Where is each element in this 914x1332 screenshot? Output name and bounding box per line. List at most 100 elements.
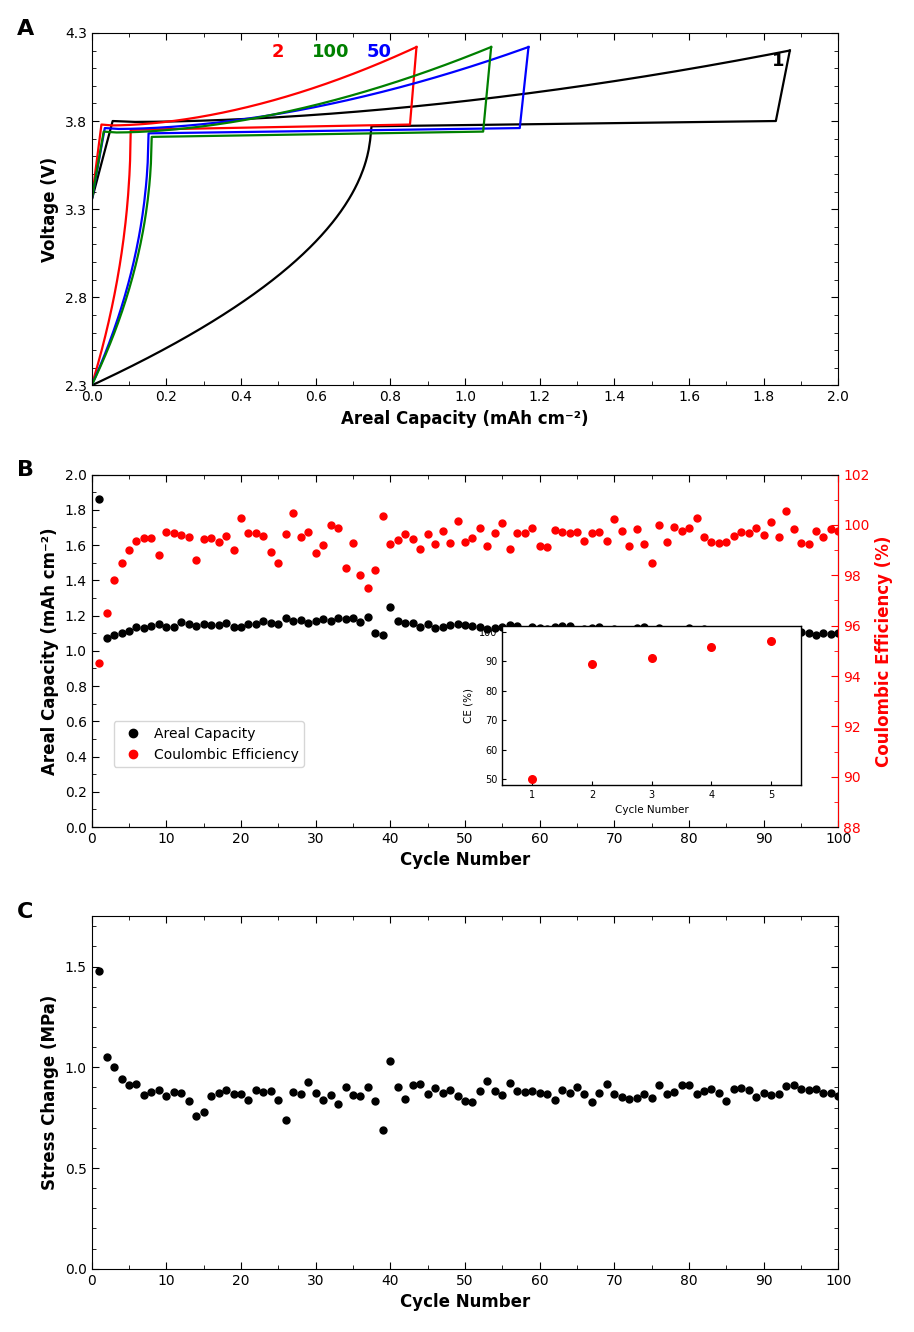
Point xyxy=(353,1086,367,1107)
Point xyxy=(749,622,763,643)
Point xyxy=(428,1078,442,1099)
Point xyxy=(442,614,457,635)
Point xyxy=(592,1083,607,1104)
Point xyxy=(719,621,734,642)
Point xyxy=(442,533,457,554)
Point xyxy=(532,535,547,557)
Point xyxy=(308,610,323,631)
Point xyxy=(652,514,666,535)
Point xyxy=(413,538,428,559)
Point xyxy=(345,1084,360,1106)
Point xyxy=(331,607,345,629)
Point xyxy=(166,522,181,543)
Point xyxy=(540,1083,555,1104)
Point xyxy=(585,617,600,638)
Point xyxy=(451,1086,465,1107)
Point xyxy=(241,523,256,545)
Point xyxy=(129,1074,143,1095)
Point xyxy=(734,621,749,642)
Point xyxy=(622,535,637,557)
Point xyxy=(361,606,376,627)
Point xyxy=(727,622,741,643)
Point xyxy=(600,530,614,551)
Point xyxy=(607,1084,622,1106)
Point xyxy=(234,1083,249,1104)
Point xyxy=(189,615,204,637)
Point xyxy=(458,614,473,635)
Point xyxy=(600,619,614,641)
Point xyxy=(562,522,577,543)
Point xyxy=(793,1079,808,1100)
Point xyxy=(390,529,405,550)
Point xyxy=(451,510,465,531)
Point xyxy=(122,621,136,642)
Point xyxy=(757,622,771,643)
Point xyxy=(495,1084,510,1106)
Point xyxy=(361,577,376,598)
Y-axis label: Voltage (V): Voltage (V) xyxy=(41,157,59,261)
Text: 2: 2 xyxy=(272,43,284,61)
Point xyxy=(659,1083,674,1104)
Point xyxy=(562,1083,577,1104)
Point xyxy=(368,1090,383,1111)
Point xyxy=(771,526,786,547)
Point xyxy=(592,522,607,543)
Text: C: C xyxy=(17,902,34,922)
Point xyxy=(263,613,278,634)
Point xyxy=(263,541,278,562)
Point xyxy=(682,517,696,538)
Point xyxy=(353,565,367,586)
Point xyxy=(152,613,166,634)
Point xyxy=(316,609,331,630)
Point xyxy=(585,1091,600,1112)
Point xyxy=(428,534,442,555)
Point xyxy=(487,522,502,543)
Point xyxy=(517,522,532,543)
Point xyxy=(218,613,233,634)
Point xyxy=(308,1082,323,1103)
Point xyxy=(696,1080,711,1102)
Point xyxy=(652,618,666,639)
Point xyxy=(383,597,398,618)
Point xyxy=(114,1068,129,1090)
X-axis label: Areal Capacity (mAh cm⁻²): Areal Capacity (mAh cm⁻²) xyxy=(341,410,589,428)
Point xyxy=(129,617,143,638)
Point xyxy=(166,1082,181,1103)
Point xyxy=(144,527,159,549)
Point xyxy=(675,521,689,542)
Point xyxy=(547,519,562,541)
Point xyxy=(136,1084,151,1106)
Point xyxy=(271,614,286,635)
Point xyxy=(577,1084,591,1106)
Point xyxy=(174,525,188,546)
Point xyxy=(316,534,331,555)
Point xyxy=(510,522,525,543)
Point xyxy=(816,1082,831,1103)
Point xyxy=(675,619,689,641)
Point xyxy=(614,521,629,542)
Point xyxy=(719,531,734,553)
Point xyxy=(779,623,793,645)
Point xyxy=(727,1079,741,1100)
Point xyxy=(331,518,345,539)
Point xyxy=(540,618,555,639)
Point xyxy=(831,622,845,643)
Point xyxy=(324,610,338,631)
Point xyxy=(577,618,591,639)
Point xyxy=(809,625,824,646)
Point xyxy=(704,531,718,553)
Point xyxy=(286,1082,301,1103)
Point xyxy=(107,1056,122,1078)
Point xyxy=(555,1079,569,1100)
Point xyxy=(91,960,106,982)
Point xyxy=(241,613,256,634)
Point xyxy=(107,570,122,591)
Point xyxy=(734,1078,749,1099)
Point xyxy=(547,615,562,637)
Point xyxy=(644,1088,659,1110)
Point xyxy=(689,621,704,642)
Point xyxy=(696,618,711,639)
Point xyxy=(704,626,718,647)
Point xyxy=(383,533,398,554)
Point xyxy=(398,523,412,545)
